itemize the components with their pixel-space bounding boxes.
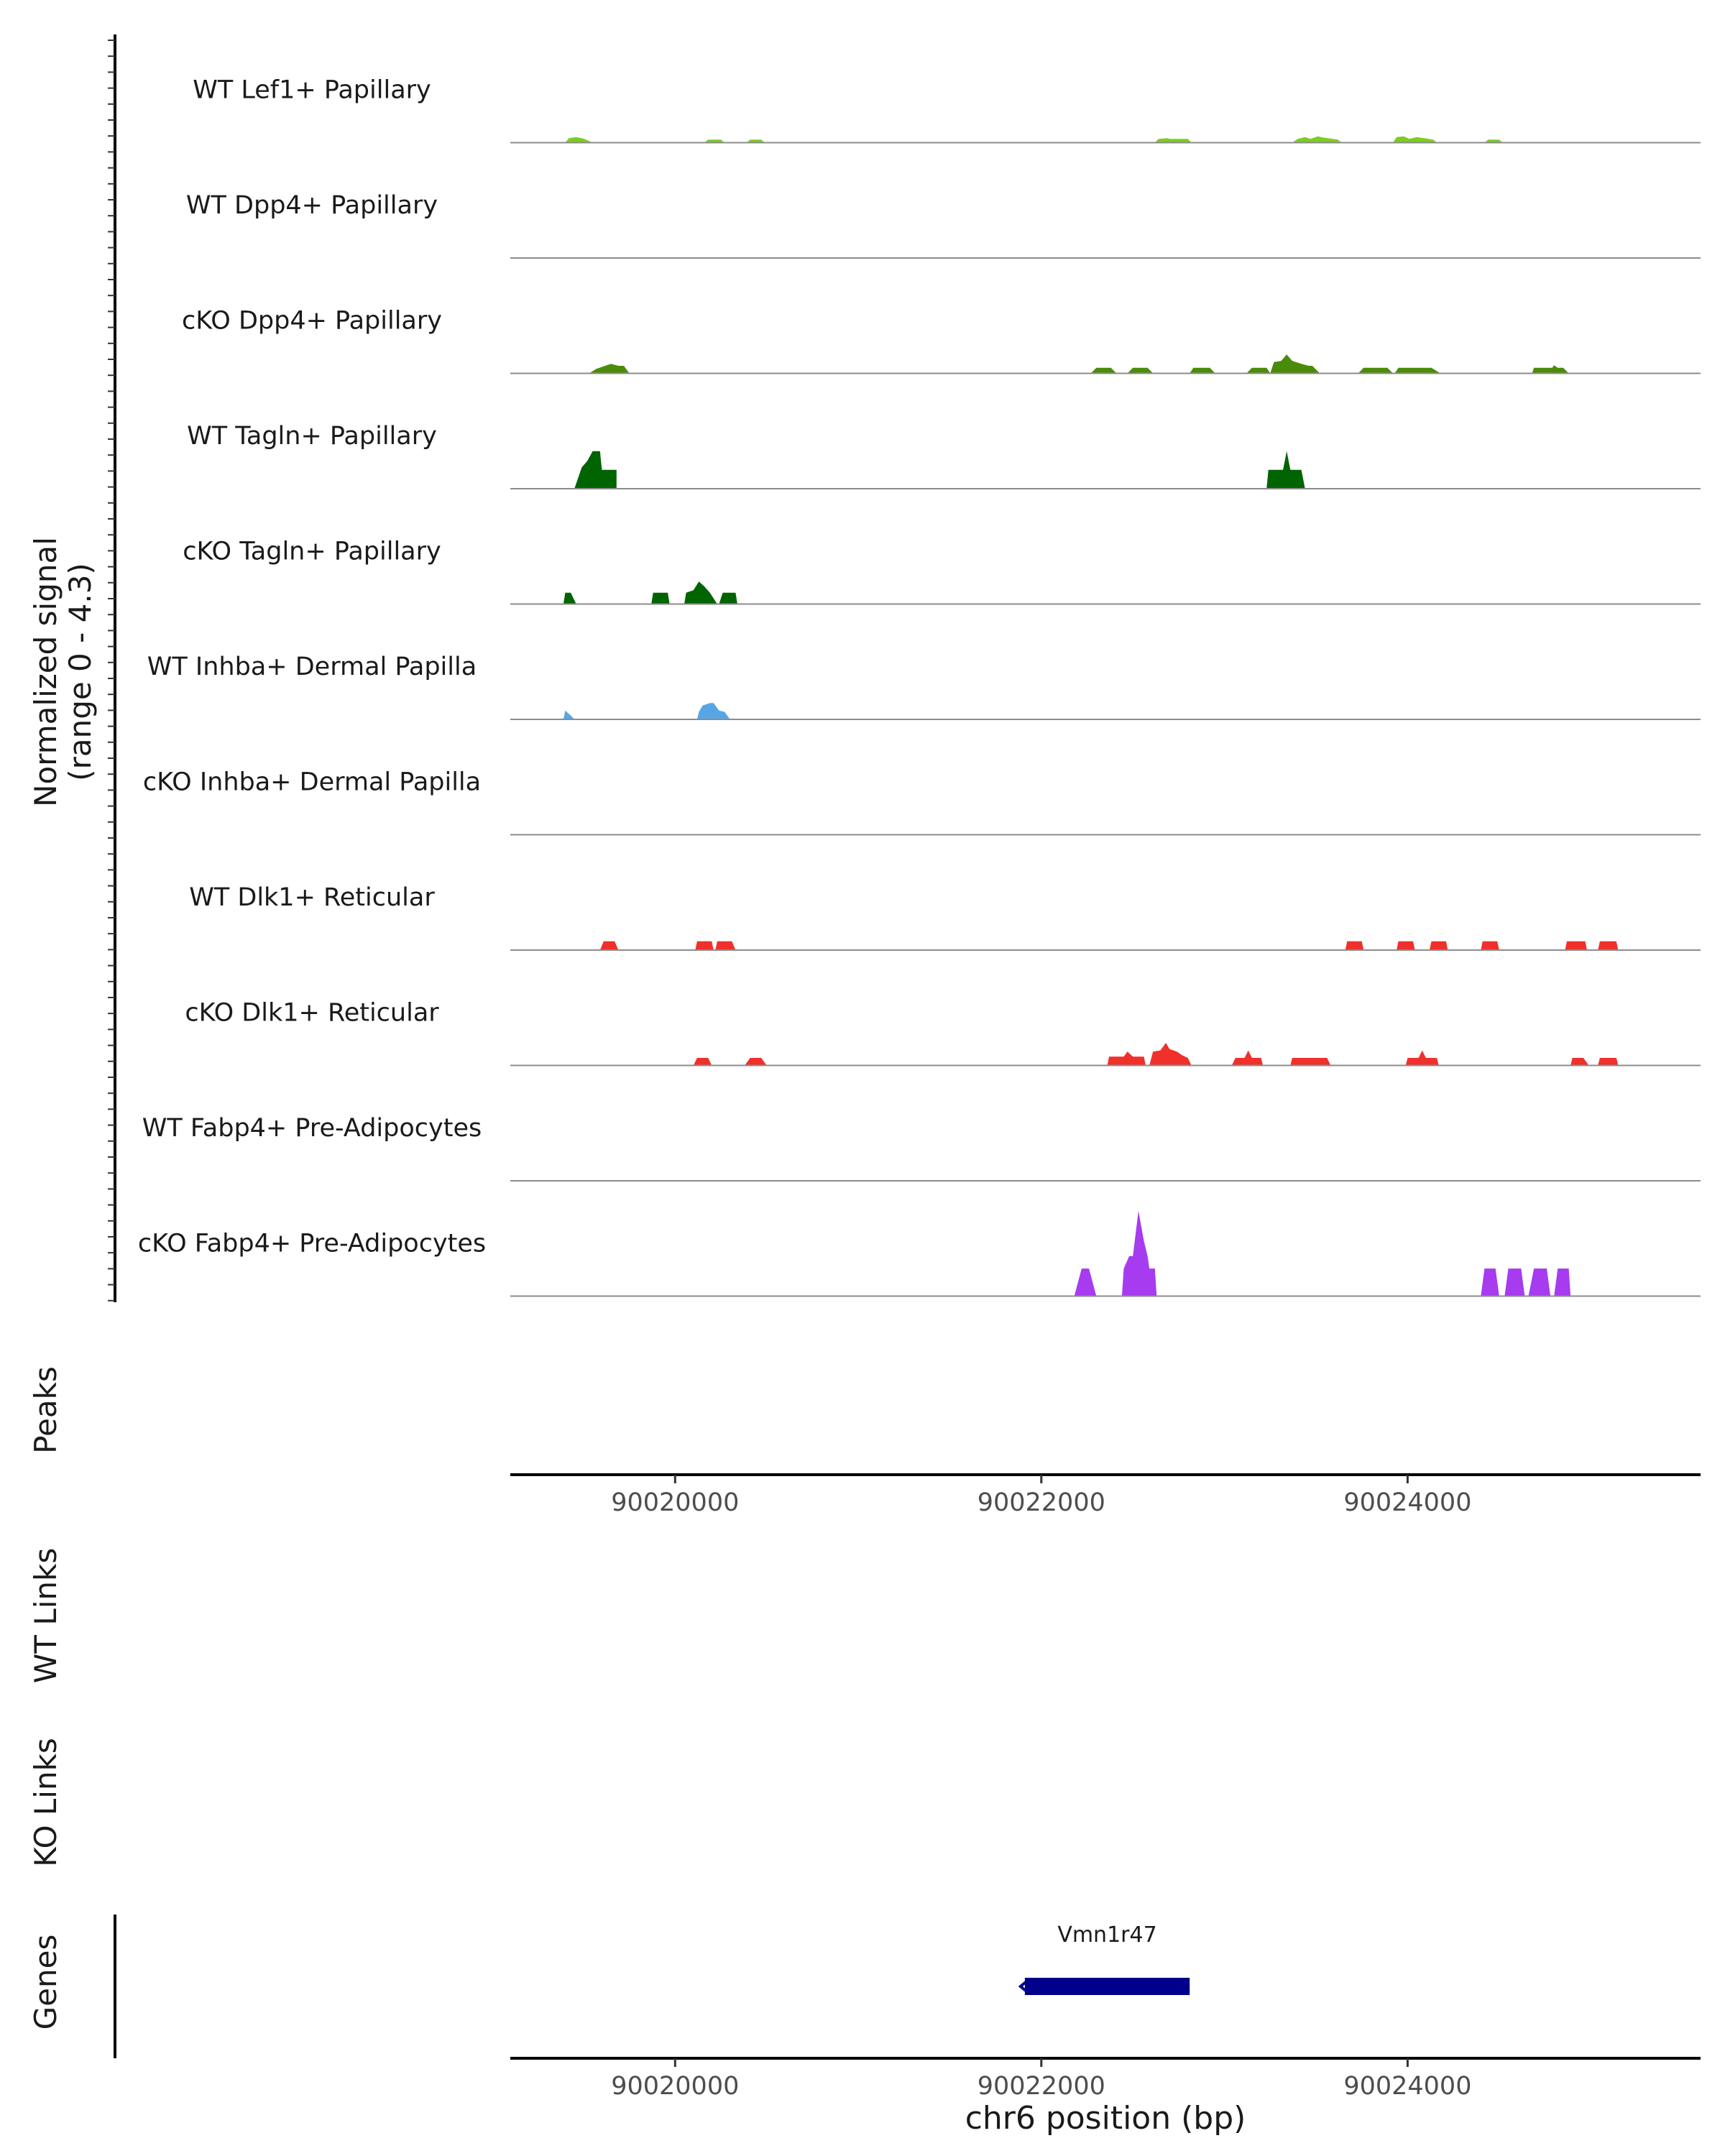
track-label: WT Dpp4+ Papillary [186,191,438,220]
track-8: cKO Dlk1+ Reticular [185,999,1701,1067]
ko-links-label: KO Links [28,1738,63,1867]
y-axis-title-line2: (range 0 - 4.3) [63,563,98,781]
peaks-x-axis-ticks: 90020000 90022000 90024000 [611,1475,1471,1517]
track-coverage-area [589,354,1569,374]
track-label: WT Tagln+ Papillary [187,422,437,451]
track-coverage-area [574,451,1305,489]
gene-body [1024,1978,1190,1995]
gene-label: Vmn1r47 [1057,1922,1156,1948]
track-coverage-area [599,941,1619,950]
track-2: cKO Dpp4+ Papillary [182,307,1701,374]
track-0: WT Lef1+ Papillary [193,76,1701,144]
track-coverage-area [563,703,730,719]
track-5: WT Inhba+ Dermal Papilla [147,653,1701,720]
track-label: WT Lef1+ Papillary [193,76,431,105]
genes-label: Genes [28,1935,63,2030]
x-tick-label: 90020000 [611,1488,739,1517]
signal-axis-ticks [108,40,115,1302]
track-10: cKO Fabp4+ Pre-Adipocytes [138,1210,1701,1297]
track-label: WT Fabp4+ Pre-Adipocytes [142,1114,482,1143]
x-tick-label: 90022000 [978,1488,1105,1517]
track-label: cKO Inhba+ Dermal Papilla [143,768,481,797]
y-axis-title-line1: Normalized signal [28,537,63,807]
track-6: cKO Inhba+ Dermal Papilla [143,768,1701,836]
wt-links-label: WT Links [28,1548,63,1683]
track-9: WT Fabp4+ Pre-Adipocytes [142,1114,1701,1181]
x-tick-label: 90020000 [611,2072,739,2101]
track-coverage-area [563,581,737,604]
x-axis-title: chr6 position (bp) [965,2100,1246,2137]
track-label: cKO Fabp4+ Pre-Adipocytes [138,1230,486,1258]
coverage-tracks: WT Lef1+ Papillary WT Dpp4+ Papillary cKO … [138,76,1701,1297]
track-3: WT Tagln+ Papillary [187,422,1701,489]
gene-annotations: Vmn1r47 [1018,1922,1190,1995]
track-7: WT Dlk1+ Reticular [189,883,1701,951]
track-label: cKO Tagln+ Papillary [183,538,441,566]
track-coverage-area [693,1043,1619,1066]
track-1: WT Dpp4+ Papillary [186,191,1701,259]
genes-x-axis-ticks: 90020000 90022000 90024000 [611,2058,1471,2101]
x-tick-label: 90022000 [978,2072,1105,2101]
track-label: cKO Dpp4+ Papillary [182,307,442,336]
track-4: cKO Tagln+ Papillary [183,538,1701,605]
peaks-label: Peaks [28,1366,63,1454]
gene-strand-arrow [1018,1978,1031,1995]
track-label: cKO Dlk1+ Reticular [185,999,439,1028]
track-coverage-area [565,136,1503,143]
track-coverage-area [1074,1210,1571,1296]
x-tick-label: 90024000 [1343,2072,1471,2101]
track-label: WT Inhba+ Dermal Papilla [147,653,477,681]
y-axis-title: Normalized signal (range 0 - 4.3) [28,537,98,807]
x-tick-label: 90024000 [1343,1488,1471,1517]
track-label: WT Dlk1+ Reticular [189,883,435,912]
